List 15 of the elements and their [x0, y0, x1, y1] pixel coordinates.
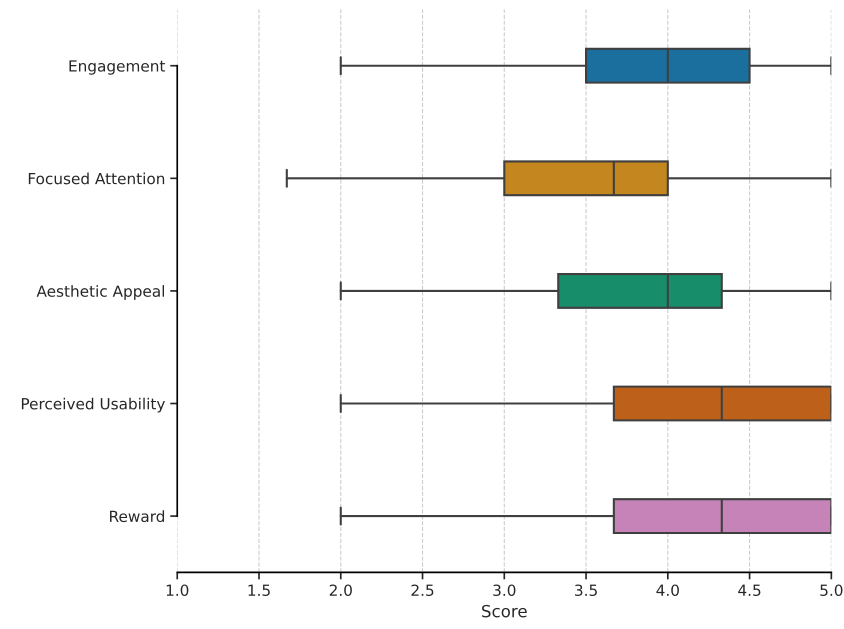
y-tick-label: Focused Attention: [28, 172, 164, 184]
y-tick-label: Reward: [110, 510, 164, 522]
x-tick-label: 4.0: [656, 584, 679, 596]
y-tick-label: Aesthetic Appeal: [36, 285, 164, 300]
x-axis-title: Score: [482, 604, 527, 618]
x-tick-label: 3.5: [575, 584, 597, 596]
x-tick-label: 3.0: [493, 584, 516, 596]
x-tick-label: 4.5: [738, 584, 760, 596]
x-tick-label: 2.5: [412, 584, 434, 596]
x-tick-label: 1.5: [248, 584, 270, 596]
x-tick-label: 1.0: [166, 584, 188, 596]
y-tick-label: Engagement: [69, 60, 166, 75]
y-tick-label: Perceived Usability: [22, 398, 165, 412]
x-tick-label: 2.0: [330, 584, 352, 596]
x-tick-label: 5.0: [820, 584, 842, 596]
